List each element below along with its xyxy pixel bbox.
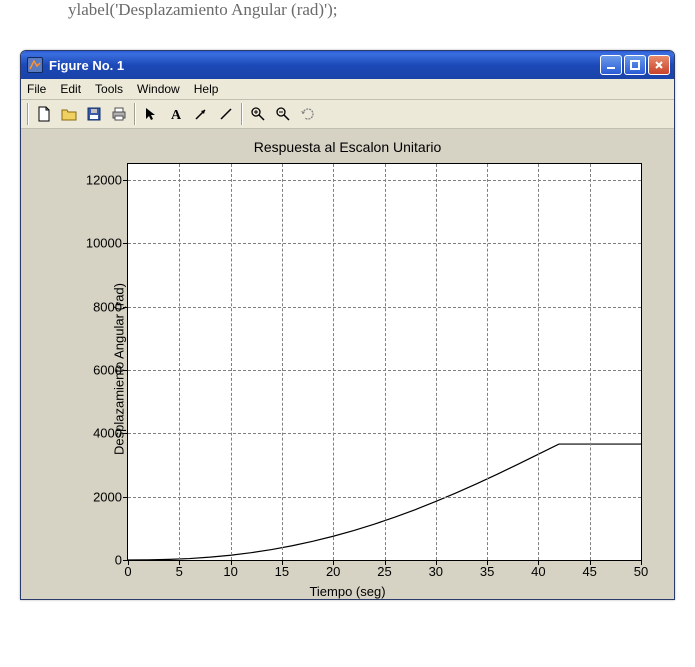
save-icon[interactable] (82, 103, 106, 125)
ytick-label: 12000 (86, 172, 122, 187)
ytick (123, 497, 128, 498)
axes-box[interactable]: 0510152025303540455002000400060008000100… (127, 163, 642, 561)
line-icon[interactable] (214, 103, 238, 125)
window-title: Figure No. 1 (49, 58, 600, 73)
print-icon[interactable] (107, 103, 131, 125)
ytick (123, 180, 128, 181)
xtick-label: 10 (223, 564, 237, 579)
toolbar-separator (241, 103, 243, 125)
gridline-h (128, 307, 641, 308)
xtick-label: 20 (326, 564, 340, 579)
gridline-v (333, 164, 334, 560)
svg-text:A: A (171, 108, 182, 122)
ytick-label: 2000 (93, 489, 122, 504)
chart-title: Respuesta al Escalon Unitario (35, 139, 660, 155)
ytick-label: 10000 (86, 236, 122, 251)
gridline-v (436, 164, 437, 560)
ytick (123, 560, 128, 561)
gridline-v (179, 164, 180, 560)
zoom-in-icon[interactable] (246, 103, 270, 125)
gridline-v (282, 164, 283, 560)
xtick-label: 5 (176, 564, 183, 579)
rotate-icon[interactable] (296, 103, 320, 125)
menu-window[interactable]: Window (137, 82, 180, 96)
menu-tools[interactable]: Tools (95, 82, 123, 96)
titlebar[interactable]: Figure No. 1 (21, 51, 674, 79)
ytick (123, 433, 128, 434)
code-fragment: ylabel('Desplazamiento Angular (rad)'); (0, 0, 695, 50)
toolbar-separator (27, 103, 29, 125)
plot-wrapper: Respuesta al Escalon Unitario Desplazami… (35, 139, 660, 599)
zoom-out-icon[interactable] (271, 103, 295, 125)
chart-xlabel: Tiempo (seg) (35, 584, 660, 599)
xtick-label: 40 (531, 564, 545, 579)
text-icon[interactable]: A (164, 103, 188, 125)
menu-edit[interactable]: Edit (60, 82, 81, 96)
gridline-h (128, 180, 641, 181)
gridline-h (128, 497, 641, 498)
new-icon[interactable] (32, 103, 56, 125)
arrow-icon[interactable] (189, 103, 213, 125)
minimize-button[interactable] (600, 55, 622, 75)
menubar: File Edit Tools Window Help (21, 79, 674, 100)
gridline-v (538, 164, 539, 560)
gridline-v (231, 164, 232, 560)
menu-file[interactable]: File (27, 82, 46, 96)
figure-area: Respuesta al Escalon Unitario Desplazami… (21, 129, 674, 599)
gridline-h (128, 433, 641, 434)
gridline-h (128, 243, 641, 244)
ytick (123, 370, 128, 371)
xtick-label: 25 (377, 564, 391, 579)
ytick-label: 6000 (93, 362, 122, 377)
xtick-label: 0 (124, 564, 131, 579)
open-icon[interactable] (57, 103, 81, 125)
gridline-v (590, 164, 591, 560)
xtick-label: 45 (582, 564, 596, 579)
pointer-icon[interactable] (139, 103, 163, 125)
toolbar-separator (134, 103, 136, 125)
figure-window: Figure No. 1 File Edit Tools Window Help (20, 50, 675, 600)
ytick-label: 0 (115, 553, 122, 568)
xtick-label: 15 (275, 564, 289, 579)
xtick-label: 30 (429, 564, 443, 579)
gridline-v (385, 164, 386, 560)
xtick-label: 35 (480, 564, 494, 579)
maximize-button[interactable] (624, 55, 646, 75)
close-button[interactable] (648, 55, 670, 75)
gridline-h (128, 370, 641, 371)
matlab-icon (27, 57, 43, 73)
ytick-label: 4000 (93, 426, 122, 441)
ytick (123, 243, 128, 244)
xtick-label: 50 (634, 564, 648, 579)
menu-help[interactable]: Help (194, 82, 219, 96)
gridline-v (487, 164, 488, 560)
toolbar: A (21, 100, 674, 129)
ytick-label: 8000 (93, 299, 122, 314)
ytick (123, 307, 128, 308)
